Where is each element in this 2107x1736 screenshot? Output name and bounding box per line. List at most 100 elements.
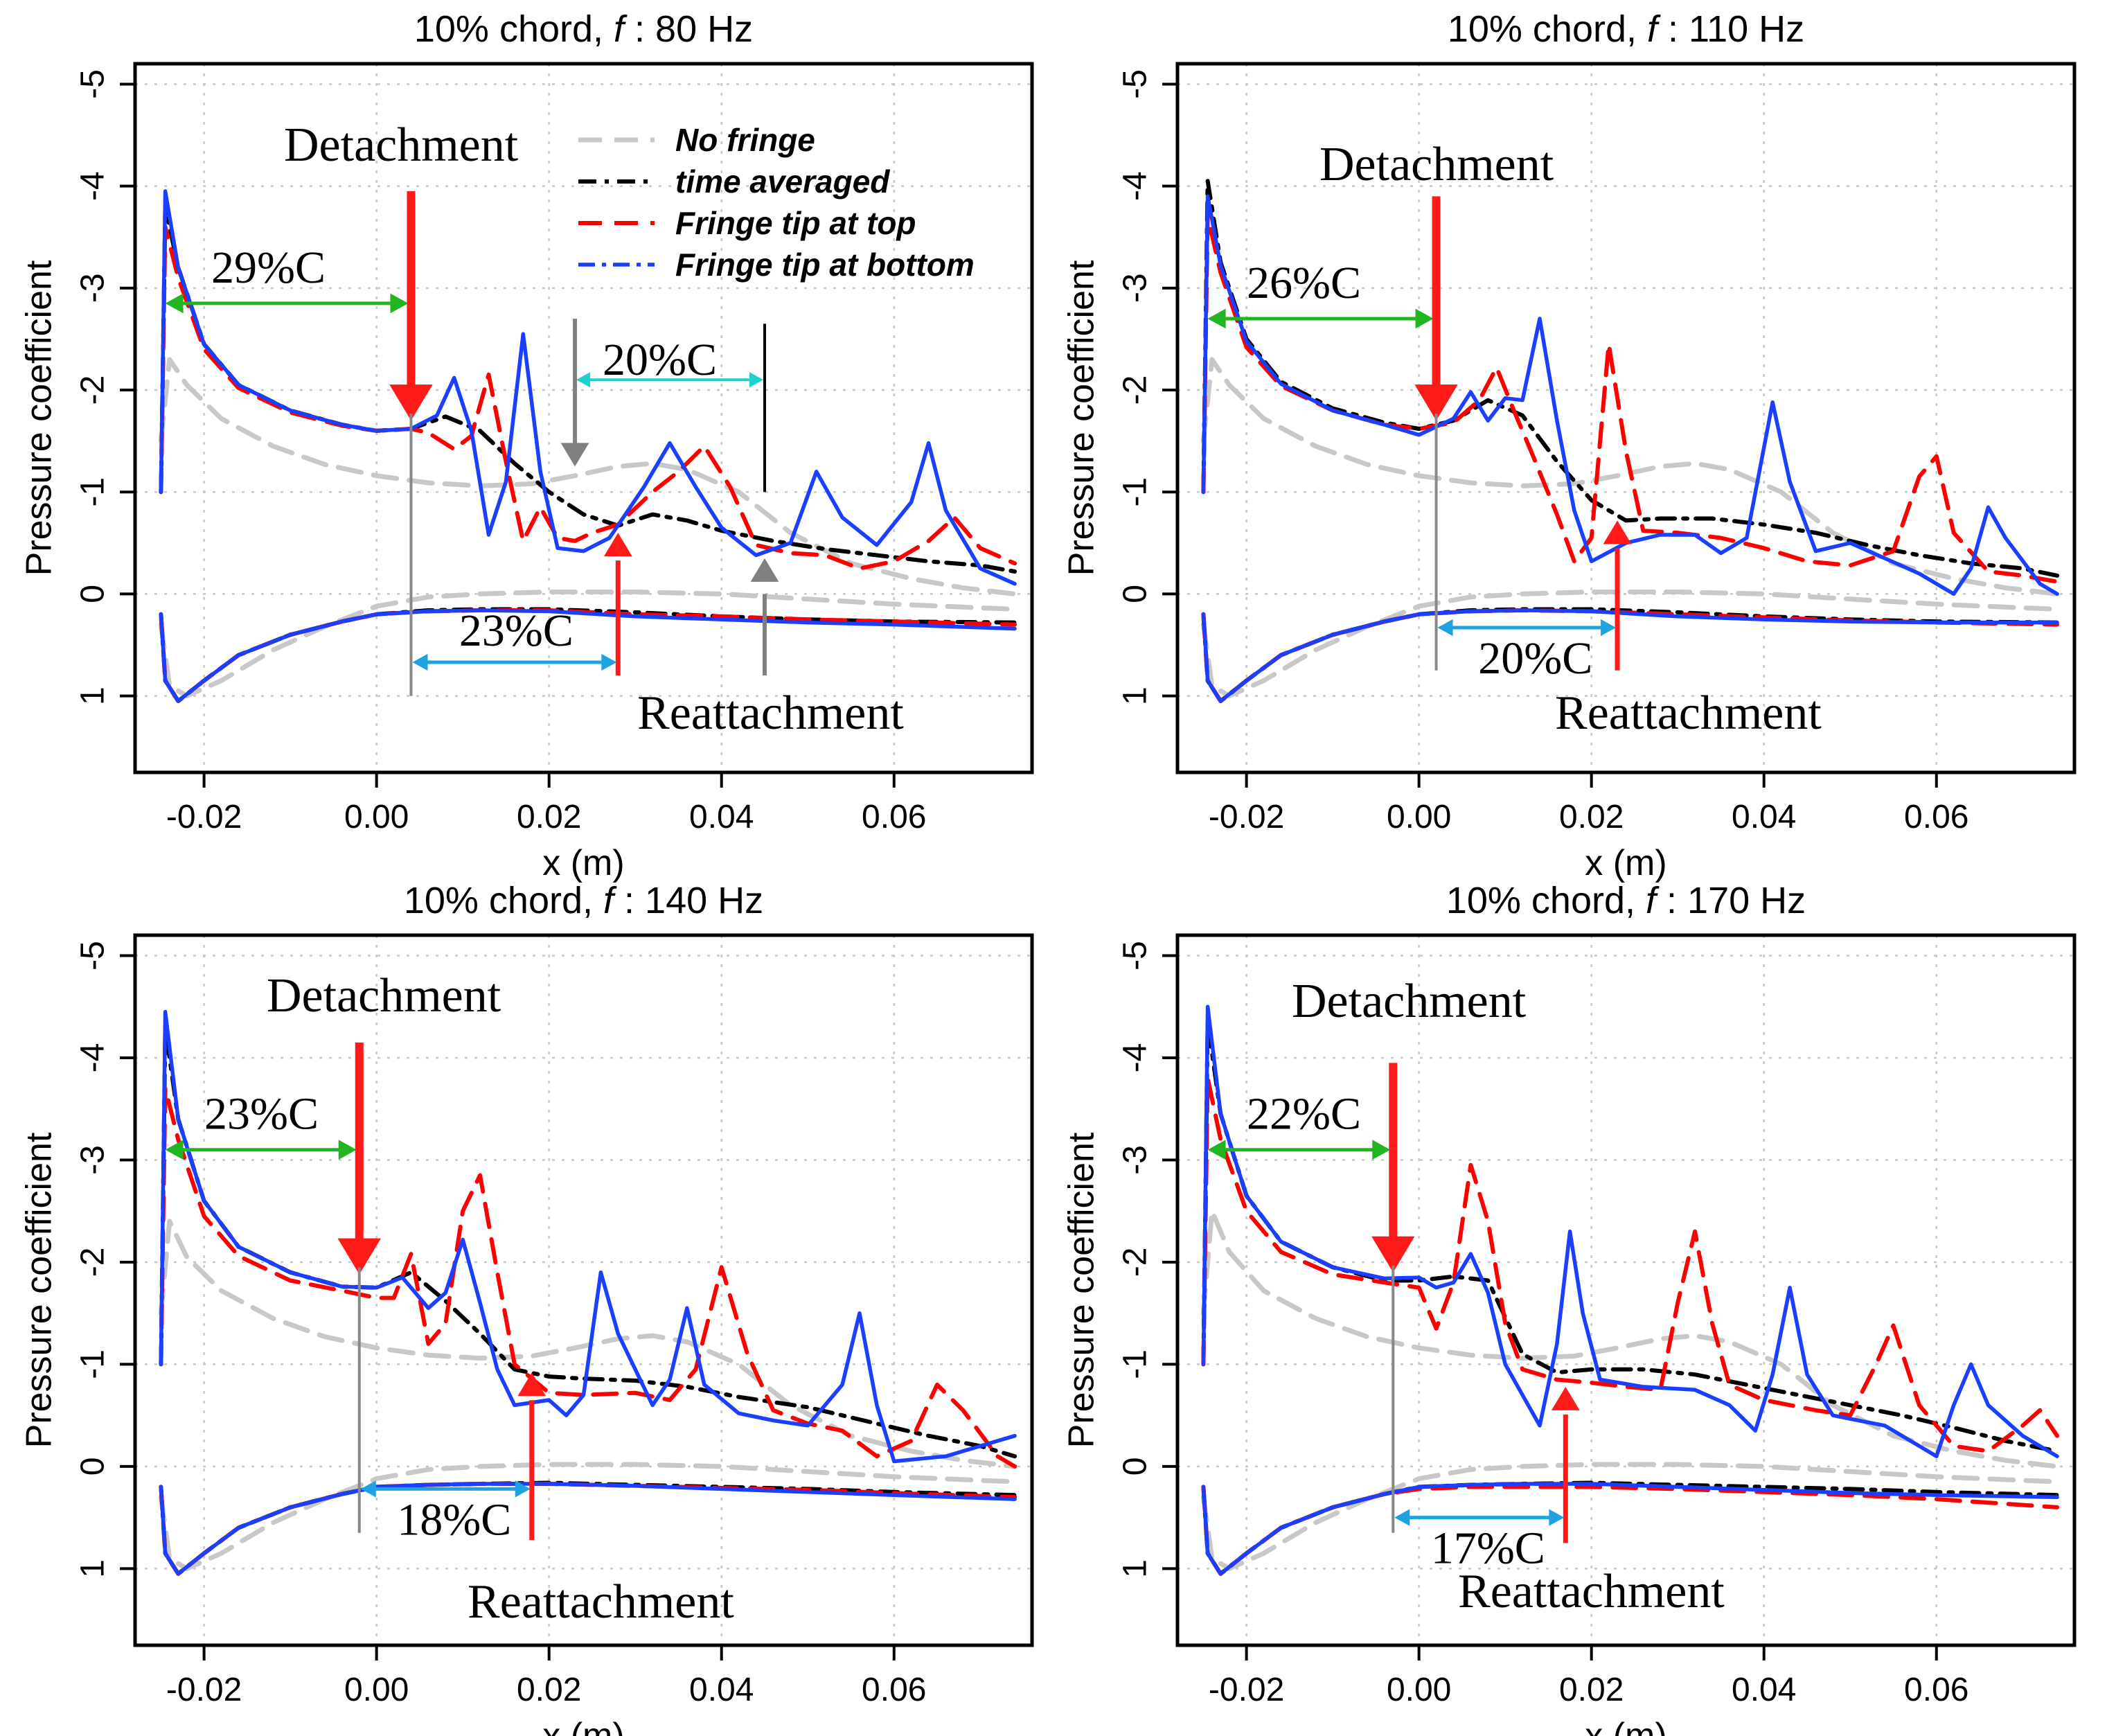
y-tick-label: -2 xyxy=(75,1248,112,1277)
detachment-label: Detachment xyxy=(1319,138,1554,191)
y-tick-label: -2 xyxy=(1117,375,1154,405)
y-axis-label: Pressure coefficient xyxy=(1062,260,1102,576)
chart-panel-3: -0.02 0.00 0.02 0.04 0.06 -5 -4 -3 -2 -1 0 1 x (m) Pr… xyxy=(19,880,1034,1736)
series-no-fringe-lower xyxy=(158,590,1017,699)
y-tick-label: -4 xyxy=(75,171,112,201)
series-fringe-tip-at-bottom-lower xyxy=(1201,1482,2059,1576)
series-no-fringe-lower xyxy=(158,1462,1017,1571)
detachment-label: Detachment xyxy=(1292,975,1527,1028)
separation-span-label: 20%C xyxy=(1478,633,1592,684)
plot-frame xyxy=(133,62,1034,774)
arrow-head xyxy=(750,558,779,582)
separation-span-label: 18%C xyxy=(397,1494,511,1545)
arrow-head xyxy=(1551,1386,1580,1410)
legend-entry: Fringe tip at bottom xyxy=(675,247,975,283)
x-tick-label: 0.06 xyxy=(1904,799,1968,835)
x-tick-label: -0.02 xyxy=(166,799,242,835)
y-axis-label: Pressure coefficient xyxy=(19,1132,60,1448)
legend-entry: Fringe tip at top xyxy=(675,205,916,241)
y-tick-label: -5 xyxy=(1117,941,1154,971)
x-tick-label: 0.06 xyxy=(862,1672,926,1708)
y-tick-label: -3 xyxy=(75,1145,112,1175)
y-tick-label: -3 xyxy=(75,273,112,303)
arrow-head xyxy=(1371,1236,1415,1273)
x-tick-label: 0.04 xyxy=(1732,799,1796,835)
y-tick-label: -2 xyxy=(1117,1248,1154,1277)
leading-span-label: 29%C xyxy=(211,242,326,293)
detachment-label: Detachment xyxy=(267,969,501,1022)
leading-span-label: 22%C xyxy=(1247,1089,1361,1140)
series-time-averaged-upper xyxy=(1201,179,2060,578)
series-no-fringe-lower xyxy=(1200,1462,2060,1571)
arrow-head xyxy=(749,372,763,388)
x-tick-label: 0.00 xyxy=(1387,799,1451,835)
series-fringe-tip-at-bottom-lower xyxy=(1201,608,2059,703)
chart-title: 10% chord, f : 170 Hz xyxy=(1446,880,1806,921)
x-tick-label: 0.02 xyxy=(517,1672,581,1708)
arrow-head xyxy=(1603,520,1632,544)
arrow-head xyxy=(338,1140,357,1160)
y-tick-label: -1 xyxy=(1117,477,1154,507)
y-tick-label: 0 xyxy=(75,585,112,603)
series-fringe-tip-at-bottom-upper xyxy=(159,1009,1017,1464)
arrow-head xyxy=(1207,1140,1226,1160)
arrow-head xyxy=(576,372,591,388)
y-tick-label: -1 xyxy=(1117,1349,1154,1379)
legend-entry: No fringe xyxy=(675,122,815,158)
arrow-head xyxy=(517,1372,546,1397)
x-tick-label: 0.02 xyxy=(517,799,581,835)
x-tick-label: 0.04 xyxy=(1732,1672,1796,1708)
plot-frame xyxy=(133,933,1034,1647)
y-tick-label: -4 xyxy=(75,1043,112,1073)
y-tick-label: 0 xyxy=(75,1458,112,1476)
chart-panel-1: -0.02 0.00 0.02 0.04 0.06 -5 -4 -3 -2 -1 0 1 x (m) Pr… xyxy=(19,8,1034,883)
x-tick-label: 0.00 xyxy=(1387,1672,1451,1708)
x-tick-label: 0.04 xyxy=(689,799,754,835)
arrow-head xyxy=(390,293,409,314)
reattachment-label: Reattachment xyxy=(1458,1565,1725,1618)
y-tick-label: -3 xyxy=(1117,273,1154,303)
arrow-head xyxy=(515,1480,531,1498)
chart-title: 10% chord, f : 140 Hz xyxy=(404,880,763,921)
arrow-head xyxy=(165,1140,184,1160)
series-fringe-tip-at-top-upper xyxy=(159,1086,1017,1469)
series-fringe-tip-at-bottom-upper xyxy=(159,189,1017,586)
series-fringe-tip-at-bottom-lower xyxy=(159,1482,1017,1576)
y-tick-label: 1 xyxy=(1117,1559,1154,1578)
x-axis-label: x (m) xyxy=(542,1716,624,1736)
chart-panel-4: -0.02 0.00 0.02 0.04 0.06 -5 -4 -3 -2 -1 0 1 x (m) Pr… xyxy=(1062,880,2077,1736)
chart-panel-2: -0.02 0.00 0.02 0.04 0.06 -5 -4 -3 -2 -1 0 1 x (m) Pr… xyxy=(1062,8,2077,883)
series-no-fringe-upper xyxy=(1200,1208,2060,1469)
y-tick-label: 1 xyxy=(75,1559,112,1578)
y-tick-label: -1 xyxy=(75,477,112,507)
series-fringe-tip-at-bottom-upper xyxy=(1201,194,2059,596)
y-axis-label: Pressure coefficient xyxy=(1062,1132,1102,1448)
x-tick-label: 0.06 xyxy=(862,799,926,835)
series-no-fringe-upper xyxy=(158,357,1017,596)
y-tick-label: -3 xyxy=(1117,1145,1154,1175)
legend-entry: time averaged xyxy=(675,163,890,200)
series-no-fringe-lower xyxy=(1200,590,2060,699)
reattachment-label: Reattachment xyxy=(468,1575,734,1629)
x-tick-label: 0.02 xyxy=(1559,799,1624,835)
arrow-head xyxy=(1437,619,1453,637)
arrow-head xyxy=(603,533,632,557)
x-axis-label: x (m) xyxy=(542,843,624,883)
detachment-label: Detachment xyxy=(284,118,519,172)
arrow-head xyxy=(412,653,428,671)
x-tick-label: 0.04 xyxy=(689,1672,754,1708)
x-tick-label: 0.00 xyxy=(344,799,409,835)
x-tick-label: -0.02 xyxy=(1209,1672,1284,1708)
x-tick-label: 0.06 xyxy=(1904,1672,1968,1708)
plot-frame xyxy=(1175,933,2077,1647)
y-axis-label: Pressure coefficient xyxy=(19,260,60,576)
arrow-head xyxy=(1414,384,1458,421)
arrow-head xyxy=(1207,308,1226,329)
arrow-head xyxy=(1372,1140,1391,1160)
arrow-head xyxy=(1549,1509,1565,1526)
x-tick-label: -0.02 xyxy=(166,1672,242,1708)
y-tick-label: -5 xyxy=(1117,69,1154,99)
series-no-fringe-upper xyxy=(158,1219,1017,1469)
arrow-head xyxy=(1601,619,1617,637)
